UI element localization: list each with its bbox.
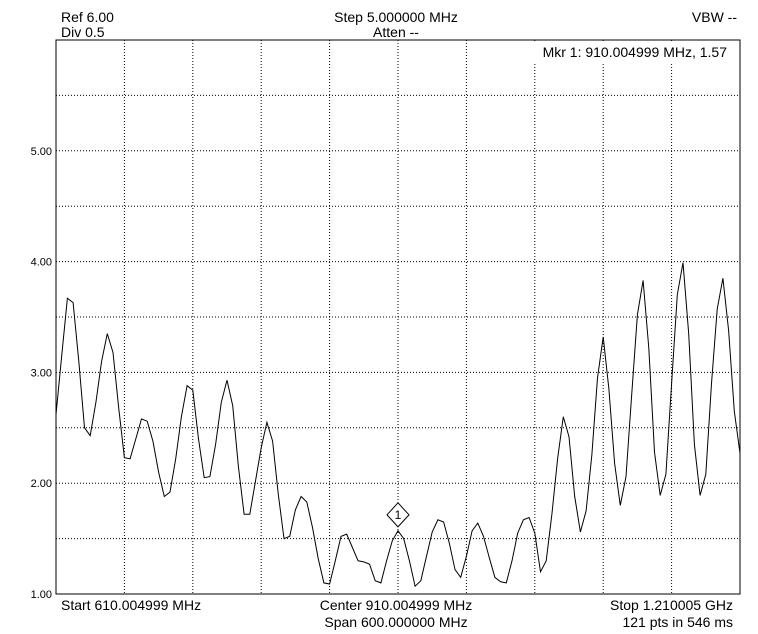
- step-size: Step 5.000000 MHz: [334, 9, 458, 25]
- plot-frame: [55, 39, 741, 595]
- video-bandwidth: VBW --: [691, 9, 737, 25]
- marker-1: 1: [386, 502, 410, 528]
- readout-backdrop: [512, 43, 738, 62]
- y-tick-label: 2.00: [31, 478, 52, 490]
- marker-readout: Mkr 1: 910.004999 MHz, 1.57: [543, 44, 728, 60]
- plot-grid: [56, 40, 740, 594]
- y-tick-label: 1.00: [31, 589, 52, 601]
- marker-label: 1: [395, 508, 402, 522]
- center-frequency: Center 910.004999 MHz: [319, 597, 473, 613]
- frequency-span: Span 600.000000 MHz: [324, 614, 468, 630]
- marker-diamond-icon: [386, 502, 410, 528]
- scale-division: Div 0.5: [61, 24, 105, 40]
- ref-level: Ref 6.00: [61, 9, 114, 25]
- stop-frequency: Stop 1.210005 GHz: [610, 597, 733, 613]
- y-tick-label: 4.00: [31, 257, 52, 269]
- y-tick-label: 5.00: [31, 146, 52, 158]
- y-tick-label: 3.00: [31, 367, 52, 379]
- attenuation: Atten --: [373, 24, 419, 40]
- start-frequency: Start 610.004999 MHz: [61, 597, 202, 613]
- trace-line: [55, 262, 741, 588]
- y-axis-ticks: 1.00 2.00 3.00 4.00 5.00: [31, 146, 52, 601]
- sweep-points: 121 pts in 546 ms: [622, 614, 733, 630]
